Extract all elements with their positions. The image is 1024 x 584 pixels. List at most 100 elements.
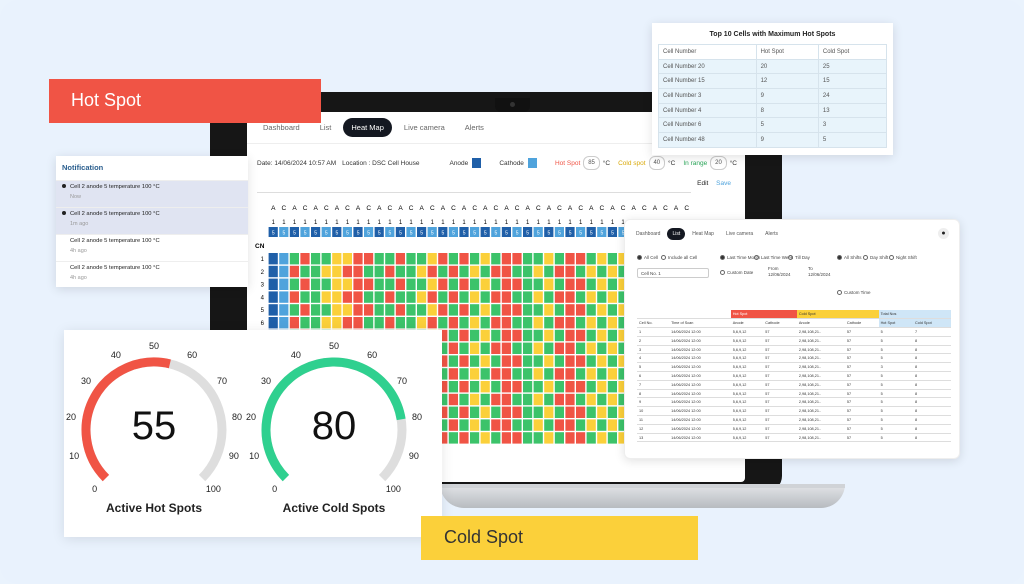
heatmap-cell[interactable] bbox=[607, 355, 617, 367]
heatmap-cell[interactable] bbox=[385, 291, 395, 303]
heatmap-cell[interactable] bbox=[544, 419, 554, 431]
heatmap-cell[interactable] bbox=[523, 342, 533, 354]
heatmap-cell[interactable] bbox=[597, 291, 607, 303]
heatmap-cell[interactable] bbox=[480, 406, 490, 418]
heatmap-cell[interactable] bbox=[565, 265, 575, 278]
heatmap-cell[interactable] bbox=[459, 265, 469, 278]
heatmap-cell[interactable] bbox=[533, 342, 543, 354]
heatmap-cell[interactable] bbox=[342, 253, 352, 265]
heatmap-cell[interactable] bbox=[533, 381, 543, 393]
heatmap-cell[interactable] bbox=[417, 265, 427, 278]
radio-option[interactable]: Custom Time bbox=[837, 290, 871, 296]
heatmap-cell[interactable] bbox=[417, 291, 427, 303]
heatmap-cell[interactable] bbox=[586, 406, 596, 418]
heatmap-cell[interactable] bbox=[459, 291, 469, 303]
tab-heat-map[interactable]: Heat Map bbox=[343, 118, 392, 137]
heatmap-cell[interactable] bbox=[438, 291, 448, 303]
heatmap-cell[interactable] bbox=[438, 329, 448, 342]
heatmap-cell[interactable] bbox=[597, 278, 607, 290]
heatmap-cell[interactable] bbox=[501, 342, 511, 354]
heatmap-cell[interactable] bbox=[353, 317, 363, 329]
heatmap-cell[interactable] bbox=[448, 253, 458, 265]
heatmap-cell[interactable] bbox=[448, 317, 458, 329]
heatmap-cell[interactable] bbox=[374, 265, 384, 278]
notification-item[interactable]: Cell 2 anode 5 temperature 100 °C 4h ago bbox=[56, 261, 248, 287]
heatmap-cell[interactable] bbox=[342, 317, 352, 329]
heatmap-cell[interactable] bbox=[501, 419, 511, 431]
heatmap-cell[interactable] bbox=[554, 432, 564, 444]
heatmap-cell[interactable] bbox=[533, 278, 543, 290]
heatmap-cell[interactable] bbox=[554, 368, 564, 380]
heatmap-cell[interactable] bbox=[480, 368, 490, 380]
heatmap-cell[interactable] bbox=[491, 291, 501, 303]
heatmap-cell[interactable] bbox=[448, 291, 458, 303]
heatmap-cell[interactable] bbox=[480, 355, 490, 367]
heatmap-cell[interactable] bbox=[618, 342, 628, 354]
heatmap-cell[interactable] bbox=[607, 265, 617, 278]
radio-option[interactable]: Last Time Month bbox=[720, 255, 760, 261]
heatmap-cell[interactable] bbox=[618, 253, 628, 265]
heatmap-cell[interactable] bbox=[480, 381, 490, 393]
table-row[interactable]: 10 14/06/2024 12:00 5,6,9,12 57 2,98,108,21.… bbox=[637, 406, 951, 417]
notification-item[interactable]: Cell 2 anode 5 temperature 100 °C Now bbox=[56, 180, 248, 207]
heatmap-cell[interactable] bbox=[565, 342, 575, 354]
table-row[interactable]: 6 14/06/2024 12:00 5,6,9,12 57 2,98,108,21..… bbox=[637, 371, 951, 381]
table-row[interactable]: 3 14/06/2024 12:00 5,6,9,12 57 2,98,108,21..… bbox=[637, 345, 951, 355]
heatmap-cell[interactable] bbox=[311, 265, 321, 278]
heatmap-cell[interactable] bbox=[311, 253, 321, 265]
heatmap-cell[interactable] bbox=[342, 278, 352, 290]
heatmap-cell[interactable] bbox=[300, 291, 310, 303]
heatmap-cell[interactable] bbox=[607, 304, 617, 316]
heatmap-cell[interactable] bbox=[321, 304, 331, 316]
heatmap-cell[interactable] bbox=[523, 329, 533, 342]
heatmap-cell[interactable] bbox=[374, 317, 384, 329]
heatmap-cell[interactable] bbox=[554, 381, 564, 393]
heatmap-cell[interactable] bbox=[364, 265, 374, 278]
heatmap-cell[interactable] bbox=[448, 393, 458, 406]
heatmap-cell[interactable] bbox=[480, 304, 490, 316]
heatmap-cell[interactable] bbox=[523, 278, 533, 290]
heatmap-cell[interactable] bbox=[448, 265, 458, 278]
heatmap-cell[interactable] bbox=[586, 329, 596, 342]
heatmap-cell[interactable] bbox=[342, 304, 352, 316]
heatmap-cell[interactable] bbox=[480, 253, 490, 265]
heatmap-cell[interactable] bbox=[395, 253, 405, 265]
heatmap-cell[interactable] bbox=[470, 304, 480, 316]
heatmap-cell[interactable] bbox=[491, 265, 501, 278]
heatmap-cell[interactable] bbox=[353, 265, 363, 278]
heatmap-cell[interactable] bbox=[395, 278, 405, 290]
heatmap-cell[interactable] bbox=[353, 304, 363, 316]
edit-button[interactable]: Edit bbox=[697, 180, 709, 187]
heatmap-cell[interactable] bbox=[597, 419, 607, 431]
heatmap-cell[interactable] bbox=[554, 317, 564, 329]
heatmap-cell[interactable] bbox=[533, 432, 543, 444]
heatmap-cell[interactable] bbox=[501, 278, 511, 290]
heatmap-cell[interactable] bbox=[289, 253, 299, 265]
heatmap-cell[interactable] bbox=[448, 368, 458, 380]
heatmap-cell[interactable] bbox=[385, 253, 395, 265]
heatmap-cell[interactable] bbox=[491, 393, 501, 406]
heatmap-cell[interactable] bbox=[427, 265, 437, 278]
heatmap-cell[interactable] bbox=[353, 291, 363, 303]
heatmap-cell[interactable] bbox=[332, 317, 342, 329]
heatmap-cell[interactable] bbox=[459, 419, 469, 431]
heatmap-cell[interactable] bbox=[512, 253, 522, 265]
heatmap-cell[interactable] bbox=[470, 419, 480, 431]
heatmap-cell[interactable] bbox=[311, 291, 321, 303]
heatmap-cell[interactable] bbox=[576, 419, 586, 431]
cold-spot-threshold[interactable]: 40 bbox=[648, 156, 666, 170]
heatmap-cell[interactable] bbox=[576, 253, 586, 265]
heatmap-cell[interactable] bbox=[607, 317, 617, 329]
heatmap-cell[interactable] bbox=[459, 355, 469, 367]
heatmap-cell[interactable] bbox=[533, 291, 543, 303]
heatmap-cell[interactable] bbox=[300, 278, 310, 290]
table-row[interactable]: 2 14/06/2024 12:00 5,6,9,12 57 2,98,108,21..… bbox=[637, 336, 951, 346]
heatmap-cell[interactable] bbox=[289, 304, 299, 316]
heatmap-cell[interactable] bbox=[618, 317, 628, 329]
table-row[interactable]: 4 14/06/2024 12:00 5,6,9,12 57 2,98,108,21..… bbox=[637, 353, 951, 364]
heatmap-cell[interactable] bbox=[597, 304, 607, 316]
heatmap-cell[interactable] bbox=[491, 317, 501, 329]
table-row[interactable]: 5 14/06/2024 12:00 5,6,9,12 57 2,98,108,21..… bbox=[637, 362, 951, 373]
heatmap-cell[interactable] bbox=[512, 381, 522, 393]
heatmap-cell[interactable] bbox=[523, 406, 533, 418]
